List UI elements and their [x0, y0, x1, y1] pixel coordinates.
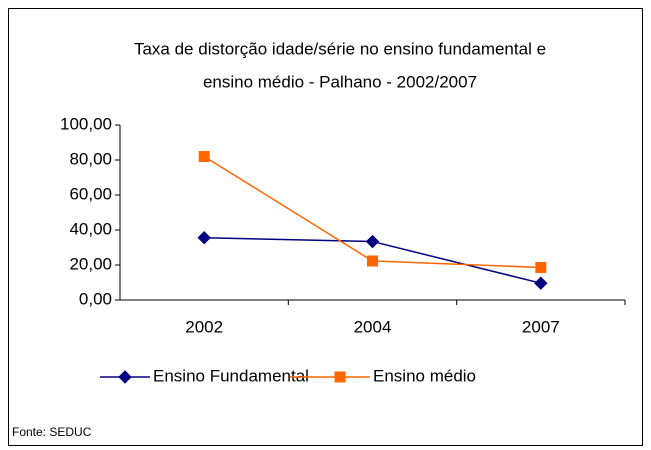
data-point — [535, 261, 547, 273]
legend-label: Ensino Fundamental — [153, 366, 309, 385]
legend-marker — [334, 371, 346, 383]
y-tick-label: 20,00 — [69, 254, 112, 273]
y-tick-label: 0,00 — [79, 289, 112, 308]
x-tick-label: 2002 — [185, 317, 223, 336]
legend-label: Ensino médio — [373, 366, 476, 385]
y-tick-label: 40,00 — [69, 219, 112, 238]
data-point — [534, 276, 548, 290]
x-tick-label: 2007 — [522, 317, 560, 336]
y-tick-label: 80,00 — [69, 149, 112, 168]
chart-border — [8, 8, 643, 446]
data-point — [365, 234, 380, 249]
y-tick-label: 60,00 — [69, 184, 112, 203]
y-tick-label: 100,00 — [60, 114, 112, 133]
x-tick-label: 2004 — [354, 317, 392, 336]
legend-marker — [118, 370, 132, 384]
data-point — [198, 151, 210, 162]
chart-title: Taxa de distorção idade/série no ensino … — [134, 39, 546, 58]
source-note: Fonte: SEDUC — [12, 425, 92, 439]
chart-title: ensino médio - Palhano - 2002/2007 — [203, 72, 477, 91]
data-point — [367, 255, 378, 267]
data-point — [197, 230, 211, 245]
